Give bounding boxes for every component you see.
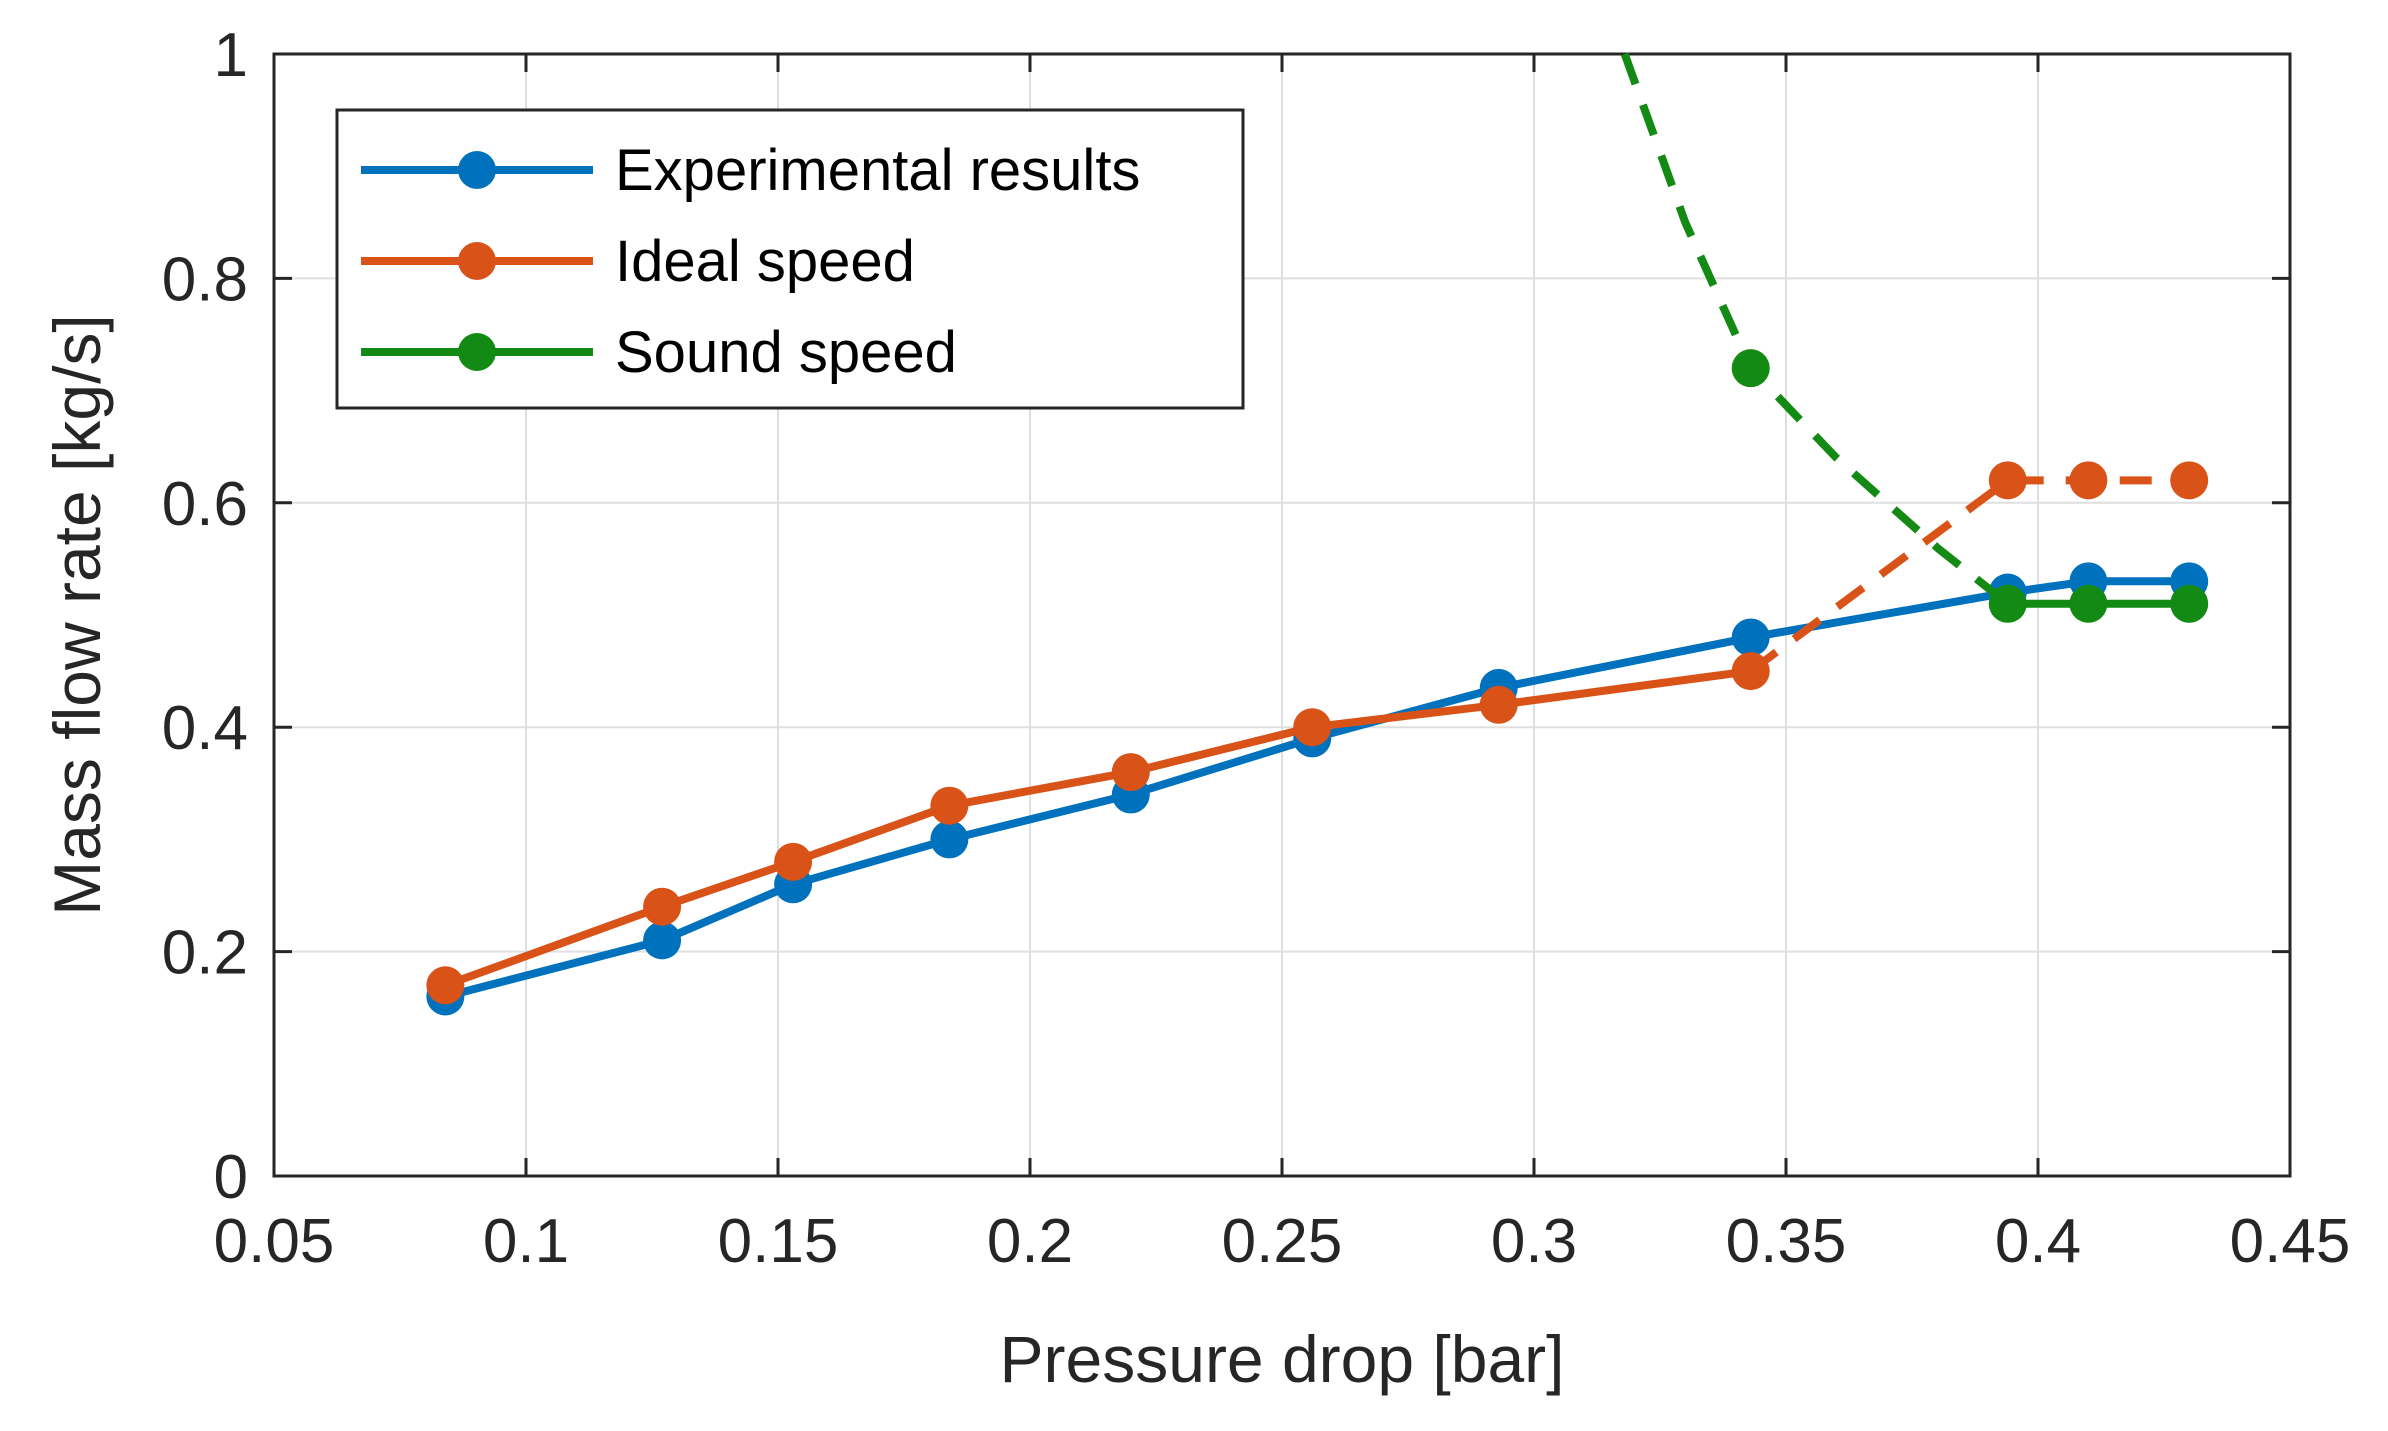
series-ideal-speed [426,461,2209,1005]
data-point [930,820,969,859]
data-point [2069,461,2108,500]
data-point [2069,584,2108,623]
data-point [643,887,682,926]
x-tick-label: 0.25 [1222,1207,1343,1276]
data-point [1111,753,1150,792]
data-point [1731,618,1770,657]
data-point [1988,461,2027,500]
data-point [2170,461,2209,500]
series-line-solid [444,667,1752,990]
series-sound-speed [1620,52,2209,623]
data-point [643,921,682,960]
x-tick-label: 0.05 [214,1207,335,1276]
y-tick-label: 0.4 [162,694,248,763]
legend-swatch-marker [458,151,496,189]
legend-swatch-marker [458,242,496,280]
data-point [1293,708,1332,747]
data-point [774,842,813,881]
legend-entry-label: Ideal speed [615,229,915,294]
y-tick-label: 0.2 [162,919,248,988]
legend-swatch-marker [458,333,496,371]
data-point [1731,652,1770,691]
y-axis-label: Mass flow rate [kg/s] [40,314,114,916]
y-tick-label: 0.8 [162,245,248,314]
data-point [930,786,969,825]
x-tick-label: 0.4 [1995,1207,2081,1276]
x-tick-label: 0.35 [1726,1207,1847,1276]
legend-entry-label: Experimental results [615,138,1140,203]
x-tick-label: 0.2 [987,1207,1073,1276]
x-axis-label: Pressure drop [bar] [1000,1322,1565,1396]
x-tick-label: 0.45 [2230,1207,2351,1276]
series-line-dashed [1620,52,2011,607]
axis-ticks: 0.05 0.1 0.15 0.2 0.25 0.3 0.35 0.4 0.45 0 0.2 0.4 0… [162,21,2351,1276]
y-tick-label: 0.6 [162,470,248,539]
data-point [1731,349,1770,388]
x-tick-label: 0.3 [1491,1207,1577,1276]
y-tick-label: 1 [214,21,248,90]
x-tick-label: 0.1 [483,1207,569,1276]
data-point [1988,584,2027,623]
data-point [2170,584,2209,623]
series-line-dashed [1748,476,2190,675]
x-tick-label: 0.15 [718,1207,839,1276]
legend-entry-label: Sound speed [615,320,957,385]
data-point [426,966,465,1005]
legend: Experimental results Ideal speed Sound spe… [335,108,1245,410]
data-point [1479,685,1518,724]
y-tick-label: 0 [214,1143,248,1212]
series-layer [426,52,2209,1016]
